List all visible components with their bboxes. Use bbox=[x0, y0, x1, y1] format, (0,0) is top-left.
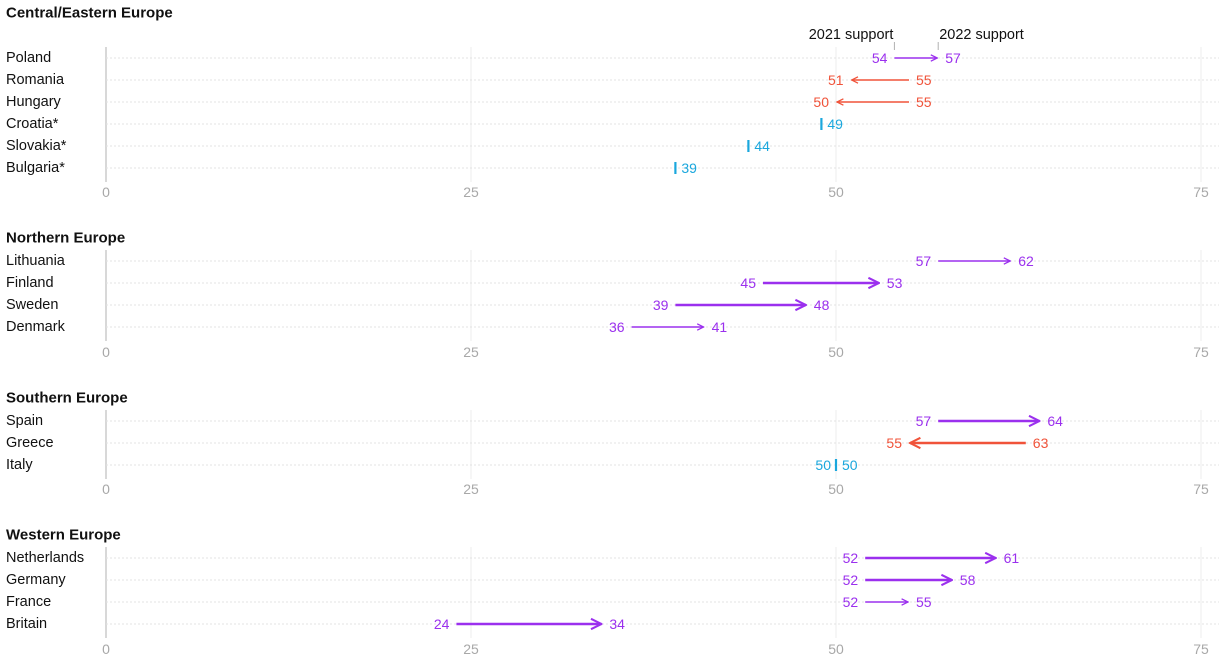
start-value-label: 55 bbox=[916, 94, 932, 110]
end-value-label: 64 bbox=[1047, 413, 1063, 429]
x-tick-label: 50 bbox=[828, 344, 844, 360]
end-value-label: 41 bbox=[712, 319, 728, 335]
end-value-label: 55 bbox=[886, 435, 902, 451]
end-value-label: 48 bbox=[814, 297, 830, 313]
end-value-label: 34 bbox=[609, 616, 625, 632]
start-value-label: 50 bbox=[815, 457, 831, 473]
end-value-label: 51 bbox=[828, 72, 844, 88]
country-label: Sweden bbox=[6, 297, 58, 313]
country-label: Italy bbox=[6, 457, 33, 473]
start-value-label: 52 bbox=[843, 572, 859, 588]
end-value-label: 57 bbox=[945, 50, 961, 66]
country-label: Lithuania bbox=[6, 253, 66, 269]
end-value-label: 53 bbox=[887, 275, 903, 291]
group-title: Central/Eastern Europe bbox=[6, 5, 173, 22]
legend-end-label: 2022 support bbox=[939, 27, 1024, 43]
x-tick-label: 25 bbox=[463, 641, 479, 657]
start-value-label: 63 bbox=[1033, 435, 1049, 451]
country-label: Germany bbox=[6, 572, 66, 588]
country-label: Denmark bbox=[6, 319, 66, 335]
x-tick-label: 50 bbox=[828, 641, 844, 657]
x-tick-label: 25 bbox=[463, 481, 479, 497]
country-label: Slovakia* bbox=[6, 138, 67, 154]
legend-start-label: 2021 support bbox=[809, 27, 894, 43]
group-title: Southern Europe bbox=[6, 390, 128, 407]
x-tick-label: 0 bbox=[102, 184, 110, 200]
x-tick-label: 25 bbox=[463, 184, 479, 200]
end-value-label: 55 bbox=[916, 594, 932, 610]
country-label: Spain bbox=[6, 413, 43, 429]
end-value-label: 50 bbox=[813, 94, 829, 110]
x-tick-label: 75 bbox=[1193, 481, 1209, 497]
start-value-label: 52 bbox=[843, 550, 859, 566]
end-value-label: 39 bbox=[681, 160, 697, 176]
end-value-label: 49 bbox=[827, 116, 843, 132]
group-title: Western Europe bbox=[6, 527, 121, 544]
start-value-label: 24 bbox=[434, 616, 450, 632]
end-value-label: 50 bbox=[842, 457, 858, 473]
start-value-label: 57 bbox=[916, 253, 932, 269]
country-label: Romania bbox=[6, 72, 65, 88]
start-value-label: 36 bbox=[609, 319, 625, 335]
end-value-label: 44 bbox=[754, 138, 770, 154]
x-tick-label: 75 bbox=[1193, 344, 1209, 360]
start-value-label: 52 bbox=[843, 594, 859, 610]
end-value-label: 58 bbox=[960, 572, 976, 588]
country-label: Greece bbox=[6, 435, 54, 451]
country-label: Britain bbox=[6, 616, 47, 632]
x-tick-label: 50 bbox=[828, 184, 844, 200]
x-tick-label: 0 bbox=[102, 641, 110, 657]
start-value-label: 55 bbox=[916, 72, 932, 88]
country-label: France bbox=[6, 594, 51, 610]
country-label: Hungary bbox=[6, 94, 62, 110]
x-tick-label: 75 bbox=[1193, 184, 1209, 200]
start-value-label: 45 bbox=[740, 275, 756, 291]
x-tick-label: 0 bbox=[102, 344, 110, 360]
start-value-label: 57 bbox=[916, 413, 932, 429]
start-value-label: 39 bbox=[653, 297, 669, 313]
end-value-label: 61 bbox=[1004, 550, 1020, 566]
end-value-label: 62 bbox=[1018, 253, 1034, 269]
country-label: Netherlands bbox=[6, 550, 84, 566]
x-tick-label: 0 bbox=[102, 481, 110, 497]
country-label: Poland bbox=[6, 50, 51, 66]
x-tick-label: 25 bbox=[463, 344, 479, 360]
x-tick-label: 75 bbox=[1193, 641, 1209, 657]
country-label: Croatia* bbox=[6, 116, 59, 132]
country-label: Finland bbox=[6, 275, 54, 291]
group-title: Northern Europe bbox=[6, 230, 125, 247]
x-tick-label: 50 bbox=[828, 481, 844, 497]
country-label: Bulgaria* bbox=[6, 160, 65, 176]
start-value-label: 54 bbox=[872, 50, 888, 66]
